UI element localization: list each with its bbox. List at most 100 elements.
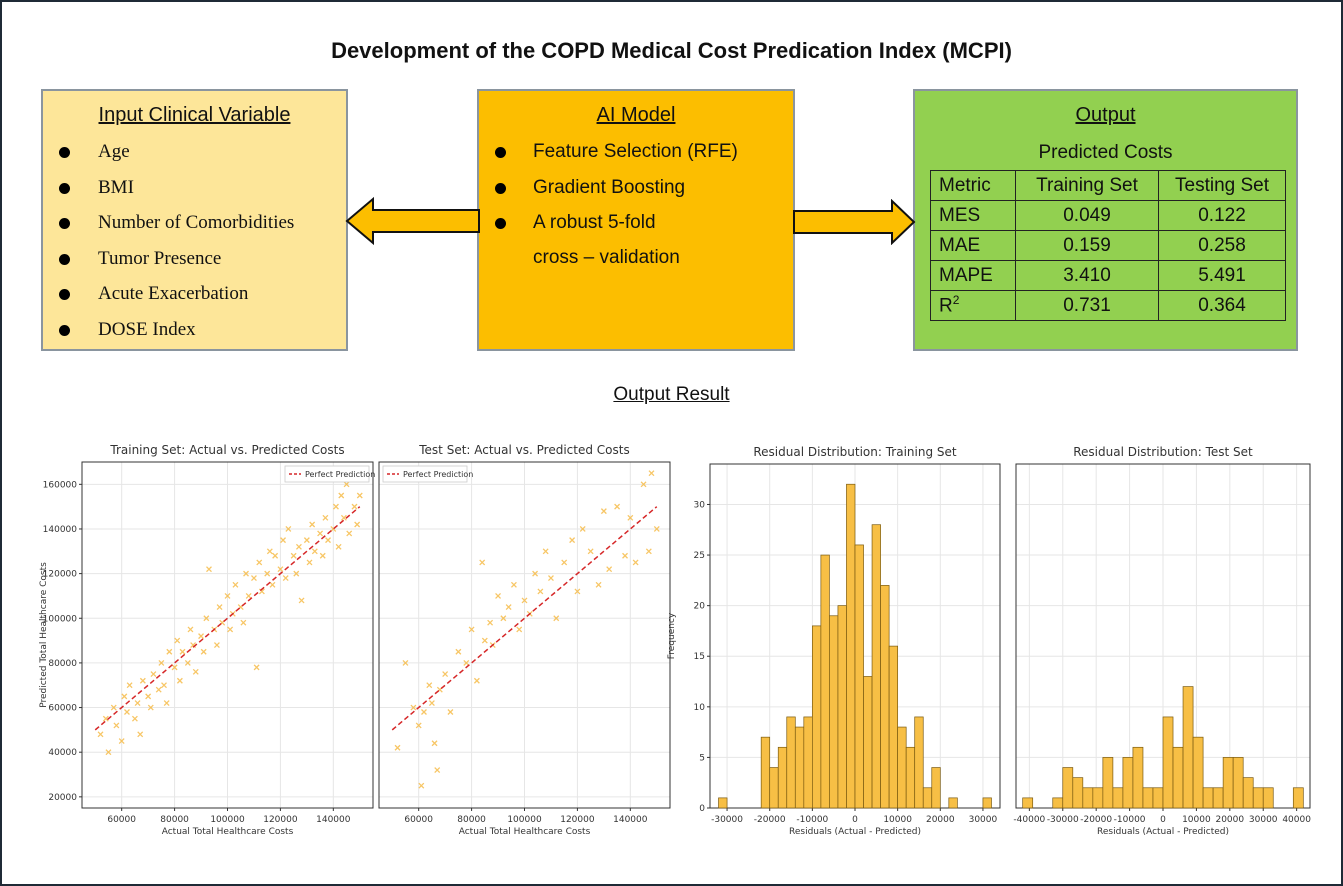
table-cell: 3.410 xyxy=(1015,260,1159,291)
data-point xyxy=(479,559,486,566)
histogram-bar xyxy=(1122,757,1134,809)
data-point xyxy=(280,537,287,544)
chart-title: Test Set: Actual vs. Predicted Costs xyxy=(418,443,629,457)
y-axis-label: Frequency xyxy=(667,612,677,659)
bullet-icon xyxy=(59,253,70,265)
data-point xyxy=(131,715,138,722)
data-point xyxy=(579,526,586,532)
data-point xyxy=(569,537,576,544)
chart-title: Residual Distribution: Training Set xyxy=(753,445,957,459)
output-result-label: Output Result xyxy=(613,384,730,405)
histogram-bar xyxy=(931,767,941,809)
x-tick-label: 100000 xyxy=(210,815,245,825)
data-point xyxy=(335,543,342,550)
list-item: DOSE Index xyxy=(43,317,346,353)
ai-continuation: cross – validation xyxy=(533,247,680,268)
input-list: Age BMI Number of Comorbidities Tumor Pr… xyxy=(43,139,346,353)
data-point xyxy=(121,693,128,700)
data-point xyxy=(285,526,292,532)
data-point xyxy=(306,559,313,566)
data-point xyxy=(333,503,339,510)
table-row: MAPE 3.410 5.491 xyxy=(930,260,1286,291)
histogram-bar xyxy=(1082,787,1094,809)
x-axis-label: Actual Total Healthcare Costs xyxy=(162,827,294,837)
data-point xyxy=(473,677,480,684)
input-variables-box: Input Clinical Variable Age BMI Number o… xyxy=(41,89,348,351)
data-point xyxy=(198,633,205,640)
x-tick-label: -20000 xyxy=(754,815,786,825)
y-tick-label: 25 xyxy=(694,551,705,561)
histogram-bar xyxy=(854,544,864,809)
data-point xyxy=(224,592,231,599)
data-point xyxy=(547,575,554,582)
data-point xyxy=(351,503,358,510)
x-tick-label: 140000 xyxy=(316,815,351,825)
histogram-bar xyxy=(1252,787,1264,809)
x-tick-label: 140000 xyxy=(613,815,648,825)
list-item: Acute Exacerbation xyxy=(43,281,346,317)
data-point xyxy=(394,744,401,751)
x-tick-label: 20000 xyxy=(926,815,955,825)
data-point xyxy=(250,575,257,582)
list-item: Tumor Presence xyxy=(43,246,346,282)
data-point xyxy=(356,492,363,499)
data-point xyxy=(266,548,273,555)
data-point xyxy=(137,731,144,738)
ai-list: Feature Selection (RFE) Gradient Boostin… xyxy=(479,139,793,246)
data-point xyxy=(322,514,329,521)
list-item: Gradient Boosting xyxy=(479,175,793,211)
table-cell: 0.731 xyxy=(1015,290,1159,321)
data-point xyxy=(645,548,652,555)
figure-title: Development of the COPD Medical Cost Pre… xyxy=(331,38,1012,63)
data-point xyxy=(309,521,316,528)
histogram-bar xyxy=(1182,686,1194,809)
histogram-bar xyxy=(803,716,813,809)
data-point xyxy=(311,548,318,555)
data-point xyxy=(600,508,607,515)
data-point xyxy=(102,715,109,722)
data-point xyxy=(161,682,167,689)
data-point xyxy=(317,530,324,537)
chart-panel: Training Set: Actual vs. Predicted Costs… xyxy=(39,443,375,837)
histogram-bar xyxy=(794,726,805,809)
histogram-bar xyxy=(922,787,933,809)
x-tick-label: 80000 xyxy=(160,815,189,825)
histogram-bar xyxy=(1062,767,1074,809)
data-point xyxy=(150,671,157,678)
output-heading: Output xyxy=(1075,104,1136,126)
data-point xyxy=(627,514,634,521)
data-point xyxy=(176,677,183,684)
data-point xyxy=(648,470,655,477)
x-tick-label: 60000 xyxy=(107,815,136,825)
bullet-icon xyxy=(59,182,70,194)
histogram-bar xyxy=(1102,757,1114,809)
y-tick-label: 100000 xyxy=(43,614,78,624)
perfect-prediction-line xyxy=(391,506,658,731)
data-point xyxy=(206,566,212,573)
table-cell: MAPE xyxy=(930,260,1016,291)
x-tick-label: 20000 xyxy=(1215,815,1244,825)
data-point xyxy=(402,659,409,666)
perfect-prediction-line xyxy=(94,506,361,731)
data-point xyxy=(240,619,247,626)
y-tick-label: 80000 xyxy=(48,659,77,669)
table-header-row: Metric Training Set Testing Set xyxy=(930,170,1286,201)
data-point xyxy=(346,530,353,537)
x-tick-label: 120000 xyxy=(560,815,595,825)
bullet-icon xyxy=(59,147,70,158)
y-tick-label: 160000 xyxy=(43,480,78,490)
x-tick-label: 0 xyxy=(1160,815,1166,825)
data-point xyxy=(113,722,120,729)
histogram-bar xyxy=(1142,787,1154,809)
arrow-left-icon xyxy=(345,196,480,246)
histogram-bar xyxy=(1022,797,1034,809)
data-point xyxy=(97,731,104,738)
table-cell: 0.159 xyxy=(1015,230,1159,261)
y-tick-label: 120000 xyxy=(43,570,78,580)
ai-heading: AI Model xyxy=(596,104,676,126)
data-point xyxy=(166,648,173,655)
histogram-bar xyxy=(769,767,779,809)
data-point xyxy=(293,570,300,577)
data-point xyxy=(434,767,441,774)
